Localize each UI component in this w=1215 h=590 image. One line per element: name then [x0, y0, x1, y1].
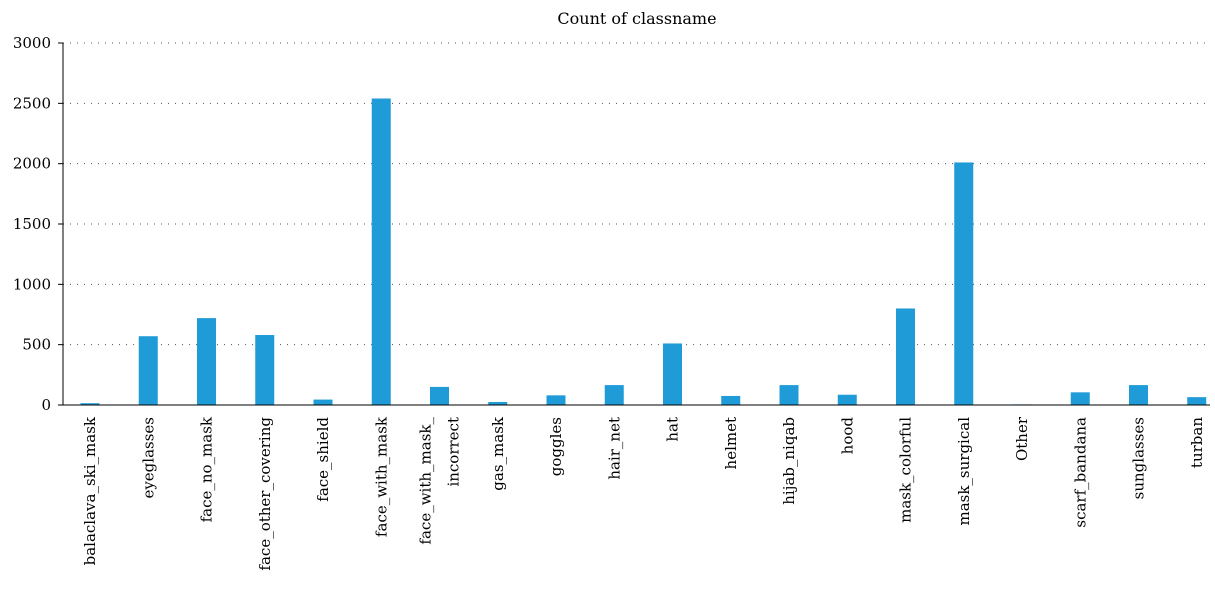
- bar: [663, 343, 682, 405]
- bar: [430, 386, 449, 405]
- x-category-label: sunglasses: [1130, 417, 1148, 499]
- bars: [80, 98, 1207, 406]
- bar: [1070, 392, 1090, 405]
- x-category-label: eyeglasses: [139, 417, 157, 499]
- bar: [1187, 397, 1207, 405]
- x-category-label: hijab_niqab: [780, 417, 798, 505]
- x-category-label: face_other_covering: [256, 417, 274, 571]
- bar: [546, 395, 566, 405]
- y-tick-label: 0: [41, 396, 51, 414]
- bar: [721, 395, 741, 405]
- x-category-label: hood: [838, 417, 856, 455]
- x-category-label: hat: [664, 417, 682, 442]
- bar: [779, 385, 799, 405]
- y-axis: 0 500 1000 1500 2000 2500 3000: [13, 34, 64, 414]
- x-category-label: mask_colorful: [897, 417, 915, 523]
- bar: [197, 318, 216, 405]
- bar: [604, 385, 624, 405]
- x-category-label: face_shield: [314, 417, 332, 502]
- bar: [488, 401, 508, 405]
- x-category-label: goggles: [547, 417, 565, 476]
- gridlines: [63, 42, 1210, 346]
- bar: [896, 308, 915, 405]
- x-category-label: face_no_mask: [198, 416, 216, 522]
- x-category-label: helmet: [722, 417, 740, 469]
- x-category-label: Other: [1013, 416, 1031, 461]
- x-axis: balaclava_ski_mask eyeglasses face_no_mask…: [63, 404, 1210, 571]
- x-category-label: turban: [1188, 417, 1206, 468]
- x-category-label: mask_surgical: [955, 417, 973, 526]
- x-category-label: hair_net: [605, 417, 623, 480]
- bar: [954, 162, 974, 405]
- y-tick-label: 2000: [13, 155, 51, 173]
- bar: [138, 336, 158, 405]
- x-category-label: gas_mask: [489, 416, 507, 491]
- bar: [371, 98, 391, 406]
- y-tick-label: 500: [22, 336, 51, 354]
- bar: [313, 399, 333, 405]
- x-category-label: incorrect: [445, 417, 463, 487]
- bar: [837, 394, 857, 405]
- y-tick-label: 2500: [13, 94, 51, 112]
- y-tick-label: 3000: [13, 34, 51, 52]
- y-tick-label: 1500: [13, 215, 51, 233]
- x-category-label: balaclava_ski_mask: [81, 416, 99, 565]
- x-category-label: face_with_mask_: [417, 417, 435, 545]
- y-tick-label: 1000: [13, 275, 51, 293]
- x-category-label: scarf_bandana: [1071, 417, 1089, 528]
- x-category-label: face_with_mask: [372, 416, 390, 537]
- bar: [80, 403, 100, 405]
- bar: [255, 335, 275, 405]
- chart-title: Count of classname: [557, 9, 716, 28]
- bar: [1129, 385, 1148, 405]
